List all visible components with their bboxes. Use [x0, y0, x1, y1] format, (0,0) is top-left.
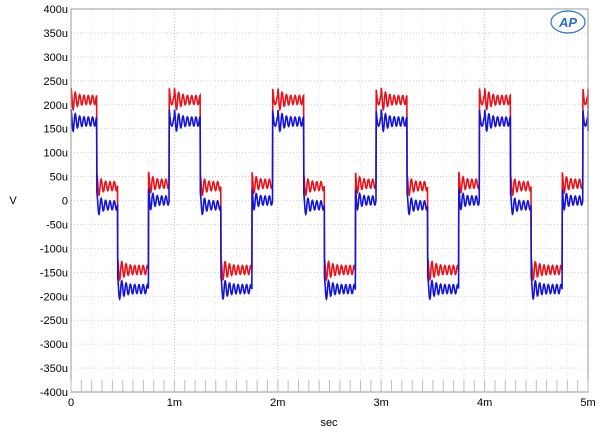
y-tick-label: 250u	[44, 76, 68, 88]
x-axis-title: sec	[320, 417, 338, 429]
y-tick-label: -300u	[40, 339, 68, 351]
y-tick-label: 200u	[44, 100, 68, 112]
y-tick-label: 300u	[44, 52, 68, 64]
y-tick-label: -150u	[40, 267, 68, 279]
ap-logo-text: AP	[558, 15, 577, 30]
plot-layer	[70, 87, 589, 302]
y-tick-label: 150u	[44, 124, 68, 136]
y-tick-label: 350u	[44, 28, 68, 40]
y-tick-label: 100u	[44, 148, 68, 160]
axis-layer: 400u 350u 300u 250u 200u 150u 100u 50u 0 -50u -100…	[40, 4, 596, 409]
x-tick-label: 5m	[580, 397, 595, 409]
x-tick-label: 2m	[270, 397, 285, 409]
x-tick-label: 4m	[477, 397, 492, 409]
y-axis-title: V	[9, 195, 17, 207]
y-tick-label: 0	[62, 196, 68, 208]
grid-layer	[70, 8, 589, 393]
x-tick-label: 3m	[374, 397, 389, 409]
x-tick-label: 1m	[167, 397, 182, 409]
y-tick-label: -100u	[40, 243, 68, 255]
y-tick-label: -400u	[40, 387, 68, 399]
ap-logo: AP	[550, 10, 586, 34]
series-line-1	[70, 87, 589, 282]
x-tick-label: 0	[68, 397, 74, 409]
y-tick-label: -350u	[40, 363, 68, 375]
y-tick-label: -50u	[46, 219, 68, 231]
series-line-2	[70, 109, 589, 302]
y-tick-label: -250u	[40, 315, 68, 327]
y-tick-label: 400u	[44, 4, 68, 16]
y-tick-label: 50u	[50, 172, 68, 184]
y-tick-label: -200u	[40, 291, 68, 303]
